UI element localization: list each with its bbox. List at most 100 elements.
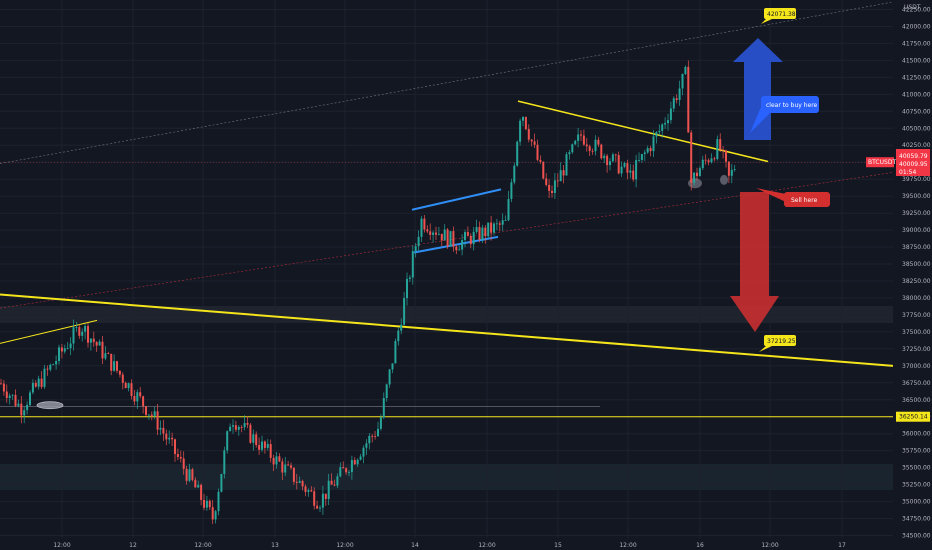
candle-body — [66, 348, 69, 349]
marker-ellipse — [36, 401, 64, 410]
time-tick-label: 12:00 — [619, 542, 636, 549]
price-tick-label: 41750.00 — [902, 40, 931, 47]
top-price-callout-text: 42071.38 — [767, 11, 796, 18]
candle-body — [214, 511, 217, 520]
price-tick-label: 38500.00 — [902, 261, 931, 268]
candle-body — [278, 456, 281, 462]
candle-body — [388, 369, 391, 385]
candle-body — [672, 98, 675, 109]
candle-body — [156, 411, 159, 430]
candle-body — [223, 450, 226, 475]
candle-body — [452, 231, 455, 247]
time-tick-label: 15 — [554, 542, 562, 549]
symbol-tag-text: BTCUSDT — [868, 159, 896, 166]
candle-body — [98, 341, 101, 346]
main-trend-line — [0, 293, 894, 367]
candle-body — [31, 382, 34, 393]
price-tick-label: 39250.00 — [902, 210, 931, 217]
candle-body — [113, 361, 116, 371]
candle-body — [684, 66, 687, 74]
candle-body — [658, 130, 661, 133]
candle-body — [104, 353, 107, 359]
candle-body — [722, 149, 725, 151]
price-tick-label: 38750.00 — [902, 244, 931, 251]
candle-body — [240, 426, 243, 428]
candle-body — [220, 474, 223, 492]
candle-body — [200, 484, 203, 500]
candle-body — [176, 453, 179, 457]
candle-body — [327, 480, 330, 499]
candle-body — [391, 363, 394, 370]
small-trend-line — [0, 319, 98, 344]
candle-body — [440, 233, 443, 241]
candle-body — [75, 327, 78, 328]
candle-body — [261, 441, 263, 450]
buy-note-pointer — [750, 107, 770, 133]
candle-body — [316, 505, 319, 509]
candle-body — [23, 410, 26, 416]
candle-body — [301, 480, 304, 487]
candle-body — [522, 117, 524, 121]
time-axis[interactable] — [0, 538, 932, 550]
time-tick-label: 12:00 — [194, 542, 211, 549]
candle-body — [458, 249, 461, 251]
candle-body — [321, 493, 324, 508]
candle-body — [423, 218, 426, 230]
candle-body — [385, 384, 388, 399]
candle-body — [498, 223, 501, 225]
time-tick-label: 12:00 — [761, 542, 778, 549]
candle-body — [710, 158, 713, 163]
candle-body — [211, 507, 214, 520]
candle-body — [585, 144, 588, 147]
candle-body — [539, 159, 542, 162]
sell-note-text: Sell here — [791, 197, 818, 204]
candle-body — [548, 184, 551, 191]
candle-body — [365, 443, 368, 448]
candle-body — [150, 414, 153, 416]
flag-upper-line — [411, 188, 502, 211]
candle-body — [345, 468, 348, 473]
time-tick-label: 14 — [411, 542, 419, 549]
candle-body — [617, 155, 620, 174]
candle-body — [188, 469, 191, 481]
candle-body — [29, 392, 31, 405]
bid-price-text: 40009.95 — [899, 161, 928, 168]
price-tick-label: 42250.00 — [902, 7, 931, 14]
top-price-callout-pointer — [761, 19, 772, 24]
candle-body — [678, 88, 681, 100]
candle-body — [478, 227, 481, 240]
candle-body — [342, 467, 345, 469]
candle-body — [11, 394, 14, 396]
candle-body — [516, 141, 519, 166]
candle-body — [464, 232, 466, 241]
price-tick-label: 36500.00 — [902, 397, 931, 404]
candle-body — [675, 98, 678, 100]
time-tick-label: 12:00 — [478, 542, 495, 549]
candle-body — [89, 338, 92, 343]
candle-body — [704, 159, 707, 161]
sell-note-box — [784, 192, 830, 207]
candle-body — [232, 425, 234, 427]
buy-arrow — [733, 38, 783, 140]
candle-body — [295, 481, 298, 483]
support-zone — [0, 464, 893, 490]
candle-body — [307, 490, 310, 492]
candle-body — [353, 460, 356, 465]
candle-body — [17, 403, 20, 406]
currency-label: USDT — [904, 4, 921, 11]
mid-price-callout-pointer — [759, 346, 772, 352]
price-tick-label: 41500.00 — [902, 57, 931, 64]
candle-body — [142, 396, 145, 407]
sell-arrow — [730, 192, 779, 332]
candle-body — [649, 148, 652, 152]
candle-body — [719, 139, 722, 150]
candle-body — [565, 154, 568, 176]
candle-body — [533, 141, 536, 145]
candle-body — [319, 507, 321, 509]
price-axis[interactable] — [893, 0, 932, 550]
candle-body — [191, 469, 194, 480]
candle-body — [638, 159, 640, 161]
candle-body — [609, 161, 611, 166]
candle-body — [562, 170, 565, 176]
